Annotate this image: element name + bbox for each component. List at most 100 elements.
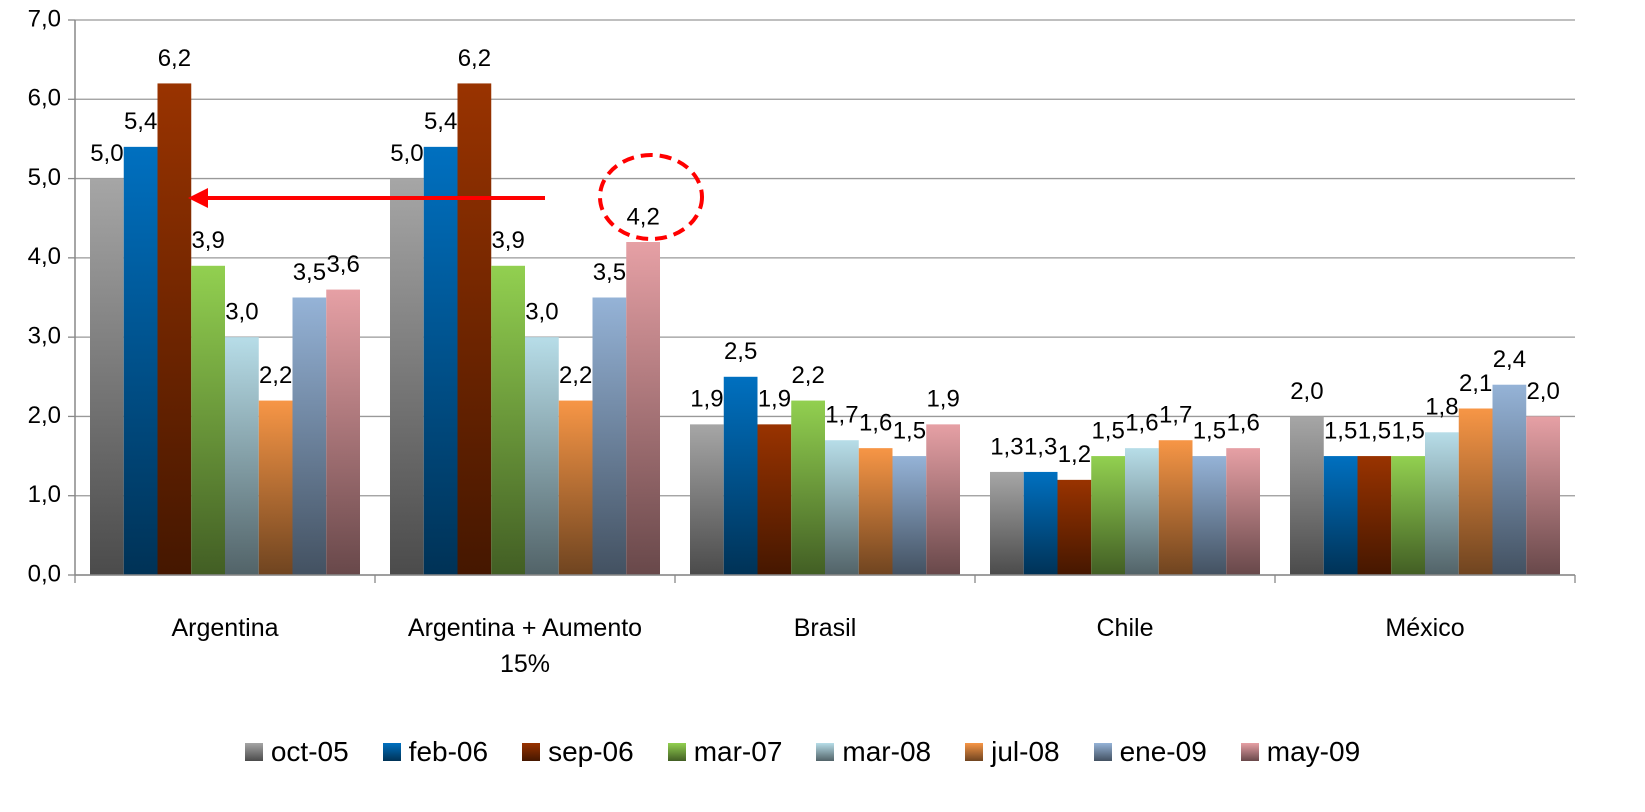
bar xyxy=(791,400,825,575)
data-label: 2,5 xyxy=(724,338,757,365)
legend-swatch xyxy=(1093,743,1112,761)
data-label: 1,8 xyxy=(1425,394,1458,421)
bar xyxy=(423,146,458,575)
bar xyxy=(1425,432,1459,575)
bar xyxy=(1226,448,1260,575)
bar xyxy=(1091,456,1125,575)
data-label: 1,3 xyxy=(1024,433,1057,460)
data-label: 1,9 xyxy=(690,386,723,413)
legend-item: oct-05 xyxy=(244,736,349,768)
legend-item: ene-09 xyxy=(1093,736,1207,768)
data-label: 4,2 xyxy=(626,203,659,230)
data-label: 2,2 xyxy=(259,362,292,389)
data-label: 2,4 xyxy=(1493,346,1526,373)
bar xyxy=(558,400,593,575)
bar xyxy=(892,456,927,575)
legend-swatch xyxy=(522,743,541,761)
bar xyxy=(1192,456,1227,575)
y-tick-label: 0,0 xyxy=(28,560,61,587)
bar xyxy=(390,178,424,576)
bar xyxy=(157,83,192,575)
bar xyxy=(1357,456,1392,575)
bar xyxy=(1458,408,1493,575)
data-label: 3,0 xyxy=(225,298,258,325)
x-tick-label: Chile xyxy=(1096,614,1154,642)
bar xyxy=(990,471,1024,575)
legend-swatch xyxy=(816,743,835,761)
legend-label: sep-06 xyxy=(548,736,634,767)
data-label: 1,3 xyxy=(990,433,1023,460)
bar xyxy=(690,424,724,575)
data-label: 2,1 xyxy=(1459,370,1492,397)
data-label: 2,0 xyxy=(1290,378,1323,405)
bar xyxy=(626,242,660,575)
data-label: 5,0 xyxy=(390,140,423,167)
annotation-circle xyxy=(598,153,704,241)
x-tick-label: Argentina + Aumento 15% xyxy=(407,614,643,678)
legend-item: may-09 xyxy=(1240,736,1361,768)
bar xyxy=(723,376,758,575)
bar xyxy=(491,265,525,575)
data-label: 1,5 xyxy=(1324,417,1357,444)
bar xyxy=(1391,456,1425,575)
legend-item: feb-06 xyxy=(382,736,489,768)
data-label: 1,6 xyxy=(859,409,892,436)
legend-item: mar-08 xyxy=(816,736,931,768)
y-tick-label: 1,0 xyxy=(28,481,61,508)
y-tick-label: 6,0 xyxy=(28,85,61,112)
data-label: 3,5 xyxy=(593,259,626,286)
data-label: 1,9 xyxy=(926,386,959,413)
data-label: 5,4 xyxy=(424,108,457,135)
bar xyxy=(292,297,327,575)
legend: oct-05 feb-06 sep-06 mar-07 mar-08 jul-08 ene-… xyxy=(0,736,1605,768)
bar xyxy=(1158,440,1193,575)
data-label: 1,7 xyxy=(825,402,858,429)
legend-label: jul-08 xyxy=(991,736,1060,767)
x-tick-label: México xyxy=(1385,614,1465,642)
data-label: 3,9 xyxy=(191,227,224,254)
data-label: 1,5 xyxy=(893,417,926,444)
bar xyxy=(1290,416,1324,575)
y-tick-label: 4,0 xyxy=(28,243,61,270)
data-label: 3,0 xyxy=(525,298,558,325)
legend-label: mar-08 xyxy=(842,736,932,767)
legend-label: may-09 xyxy=(1266,736,1361,767)
data-label: 1,5 xyxy=(1091,417,1124,444)
data-label: 5,4 xyxy=(124,108,157,135)
x-tick-label: Brasil xyxy=(793,614,857,642)
bar xyxy=(457,83,492,575)
bar xyxy=(1125,448,1159,575)
data-label: 3,9 xyxy=(491,227,524,254)
data-label: 1,5 xyxy=(1358,417,1391,444)
data-label: 3,5 xyxy=(293,259,326,286)
legend-swatch xyxy=(667,743,686,761)
bar xyxy=(1023,471,1058,575)
y-tick-label: 2,0 xyxy=(28,402,61,429)
data-label: 1,5 xyxy=(1391,417,1424,444)
bar xyxy=(1526,416,1560,575)
bar xyxy=(592,297,627,575)
legend-item: sep-06 xyxy=(522,736,634,768)
data-label: 1,9 xyxy=(758,386,791,413)
bar xyxy=(525,337,559,575)
y-tick-label: 7,0 xyxy=(28,5,61,32)
data-label: 3,6 xyxy=(326,251,359,278)
bar xyxy=(1492,384,1527,575)
bar xyxy=(326,289,360,575)
x-tick-label: Argentina xyxy=(171,614,279,642)
data-label: 1,6 xyxy=(1226,409,1259,436)
legend-label: mar-07 xyxy=(693,736,783,767)
legend-swatch xyxy=(244,743,263,761)
bar xyxy=(191,265,225,575)
bar xyxy=(1057,479,1092,575)
legend-label: oct-05 xyxy=(270,736,349,767)
bar xyxy=(123,146,158,575)
legend-label: feb-06 xyxy=(408,736,489,767)
data-label: 6,2 xyxy=(458,45,491,72)
bar xyxy=(825,440,859,575)
data-label: 2,2 xyxy=(559,362,592,389)
bar xyxy=(1323,456,1358,575)
bar xyxy=(258,400,293,575)
